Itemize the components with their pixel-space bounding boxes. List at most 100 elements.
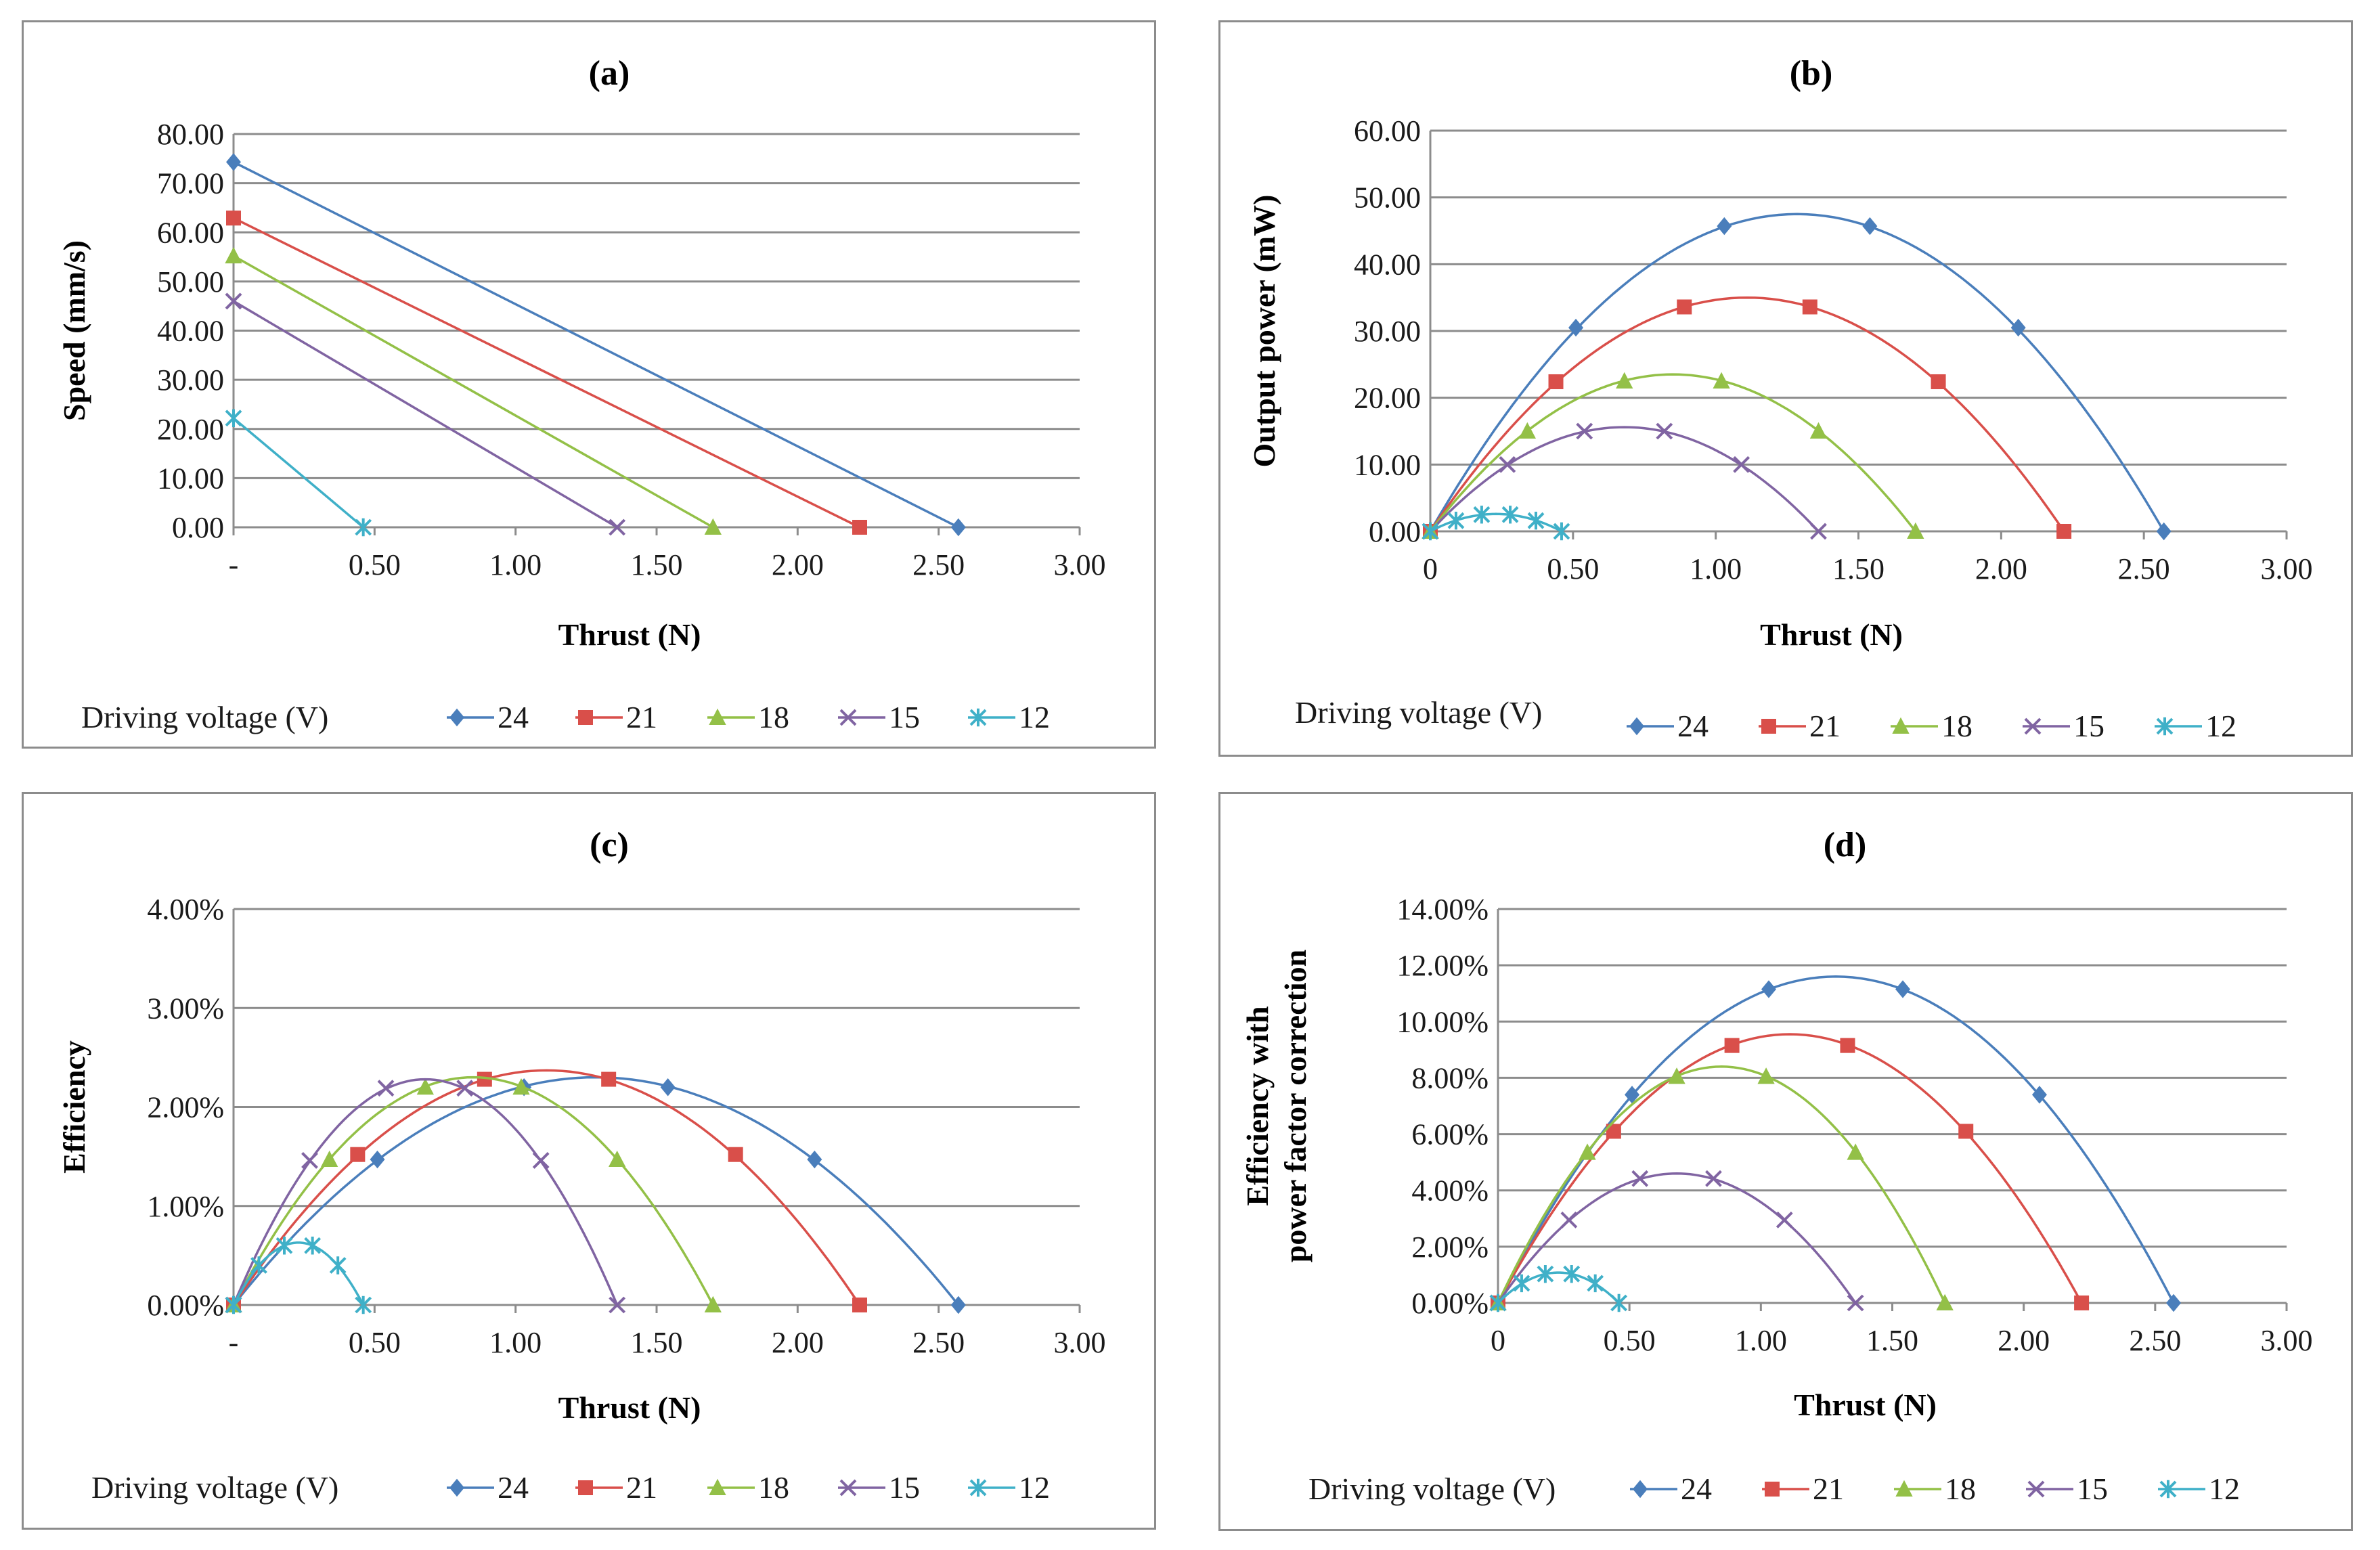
chart-b-legend-title: Driving voltage (V): [1295, 695, 1542, 730]
chart-d-legend-marker-18: [1895, 1480, 1913, 1497]
chart-d-ytick-label: 8.00%: [1411, 1061, 1489, 1094]
chart-c-series-12-point: [329, 1256, 347, 1275]
chart-b-series-21-point: [1931, 374, 1946, 389]
chart-b-svg: (b) 0.00 10.00 20.00 30.00 40.00 50.00 60.00 0 0.…: [1247, 54, 2313, 743]
chart-b-series-15-point: [1810, 523, 1827, 540]
chart-a-ytick-label: 10.00: [157, 462, 224, 495]
chart-b-legend-label-12: 12: [2205, 709, 2236, 743]
chart-a-xtick-label: 2.50: [912, 548, 965, 581]
chart-b-series-12-point: [1553, 522, 1570, 541]
chart-d-legend-marker-21: [1765, 1482, 1780, 1497]
chart-d-series-15-point: [1847, 1294, 1864, 1312]
chart-b-legend-marker-24: [1629, 717, 1644, 736]
chart-d-xtick-label: 2.50: [2129, 1324, 2181, 1357]
chart-b-ytick-label: 50.00: [1354, 181, 1421, 215]
chart-a-series-21-point: [852, 520, 867, 535]
chart-c-series-15-point: [301, 1152, 318, 1169]
chart-d-series-12-point: [1610, 1293, 1628, 1312]
chart-b-title: (b): [1790, 54, 1833, 93]
chart-b-ytick-label: 60.00: [1354, 114, 1421, 148]
chart-c-legend-label-12: 12: [1019, 1470, 1050, 1505]
chart-c-series-24-point: [370, 1150, 385, 1169]
chart-d-legend-marker-15: [2027, 1480, 2045, 1498]
chart-a-ytick-label: 60.00: [157, 216, 224, 249]
chart-d-series-12-point: [1563, 1264, 1581, 1283]
chart-d-ytick-label: 12.00%: [1396, 949, 1489, 982]
chart-b-series-21-point: [2056, 524, 2072, 539]
chart-d-series-15-line: [1497, 1172, 1857, 1304]
chart-a-legend-marker-12: [969, 708, 987, 727]
chart-c-series-18-line: [232, 1076, 714, 1306]
chart-a-xtick-label: 3.00: [1054, 548, 1106, 581]
chart-b-series-21-line: [1429, 296, 2065, 532]
chart-c-series-12-point: [250, 1256, 267, 1275]
chart-a-series-15-point: [225, 292, 242, 310]
chart-d-series-12-point: [1513, 1274, 1530, 1293]
chart-d-ytick-label: 2.00%: [1411, 1231, 1489, 1264]
chart-d-xtick-label: 1.00: [1735, 1324, 1787, 1357]
chart-b-ytick-label: 20.00: [1354, 382, 1421, 415]
chart-b-series-15-line: [1429, 426, 1820, 533]
chart-d-ytick-label: 4.00%: [1411, 1174, 1489, 1208]
chart-d-legend-label-24: 24: [1681, 1471, 1712, 1506]
chart-a-series-12-line: [232, 417, 364, 529]
chart-c-series-21-point: [852, 1298, 867, 1312]
chart-a-series-15-line: [233, 300, 618, 529]
chart-c-series-12-point: [355, 1296, 372, 1314]
chart-c-series-18-point: [609, 1150, 626, 1168]
chart-b-series-24-line: [1429, 213, 2165, 532]
chart-c-series-18-point: [704, 1296, 722, 1312]
chart-a-ytick-label: 40.00: [157, 315, 224, 348]
chart-a-legend-label-24: 24: [498, 700, 529, 734]
chart-b-series-12-line: [1430, 512, 1562, 533]
chart-d-series-15-point: [1631, 1170, 1649, 1187]
chart-a-series-18-line: [233, 254, 714, 529]
chart-a-ytick-label: 20.00: [157, 413, 224, 446]
chart-c-svg: (c) 0.00% 1.00% 2.00% 3.00% 4.00% - 0.50 1.00 1.5…: [57, 826, 1106, 1505]
chart-d-svg: (d) 0.00% 2.00% 4.00% 6.00% 8.00% 10.00% 12.00%…: [1240, 826, 2313, 1506]
chart-d-series-21-line: [1497, 1033, 2083, 1304]
chart-c-legend-label-15: 15: [889, 1470, 920, 1505]
chart-a-xtick-label: 2.00: [772, 548, 824, 581]
chart-d-series-21-point: [2074, 1296, 2090, 1310]
chart-d-legend-title: Driving voltage (V): [1308, 1471, 1556, 1506]
chart-b-xlabel: Thrust (N): [1760, 617, 1903, 652]
chart-c-ytick-label: 0.00%: [147, 1289, 224, 1322]
chart-a-title: (a): [589, 54, 630, 93]
chart-b-series-15-point: [1576, 422, 1593, 440]
chart-a-series-15-point: [609, 518, 626, 536]
chart-d-series-24-point: [2166, 1293, 2182, 1312]
chart-c-xtick-label: 1.00: [489, 1326, 542, 1359]
chart-d-legend-label-21: 21: [1813, 1471, 1844, 1506]
chart-d-series-24-point: [1761, 980, 1776, 998]
chart-d-series-24-point: [1625, 1086, 1640, 1104]
chart-a-xlabel: Thrust (N): [558, 617, 701, 652]
chart-d-xtick-label: 1.50: [1866, 1324, 1918, 1357]
chart-d-xtick-label: 3.00: [2261, 1324, 2313, 1357]
chart-panel-c: (c) 0.00% 1.00% 2.00% 3.00% 4.00% - 0.50 1.00 1.5…: [22, 792, 1156, 1530]
chart-a-legend-label-15: 15: [889, 700, 920, 734]
chart-a-xtick-label: 0.50: [349, 548, 401, 581]
chart-a-series-24-point: [226, 153, 241, 171]
chart-a-legend-label-18: 18: [758, 700, 789, 734]
chart-b-series-24-point: [2156, 522, 2172, 541]
chart-d-ytick-label: 6.00%: [1411, 1118, 1489, 1151]
chart-d-xlabel: Thrust (N): [1794, 1388, 1937, 1422]
chart-b-series-18-point: [1616, 372, 1633, 389]
chart-b-series-12-point: [1422, 522, 1439, 541]
chart-c-series-18-point: [416, 1078, 434, 1095]
chart-d-series-24-point: [1895, 980, 1911, 998]
chart-c-legend-title: Driving voltage (V): [91, 1470, 338, 1505]
chart-b-series-21-point: [1677, 299, 1692, 315]
chart-c-title: (c): [590, 826, 629, 864]
chart-c-series-21-line: [232, 1069, 861, 1306]
chart-d-legend-label-18: 18: [1945, 1471, 1976, 1506]
chart-a-legend-marker-21: [578, 710, 593, 725]
chart-a-ytick-label: 30.00: [157, 363, 224, 397]
chart-d-ytick-label: 14.00%: [1396, 893, 1489, 926]
chart-c-series-24-point: [660, 1078, 676, 1097]
chart-d-ytick-label: 10.00%: [1396, 1005, 1489, 1038]
chart-d-series-21-point: [1958, 1124, 1974, 1139]
chart-c-legend-label-18: 18: [758, 1470, 789, 1505]
chart-b-series-15-point: [1656, 422, 1673, 440]
